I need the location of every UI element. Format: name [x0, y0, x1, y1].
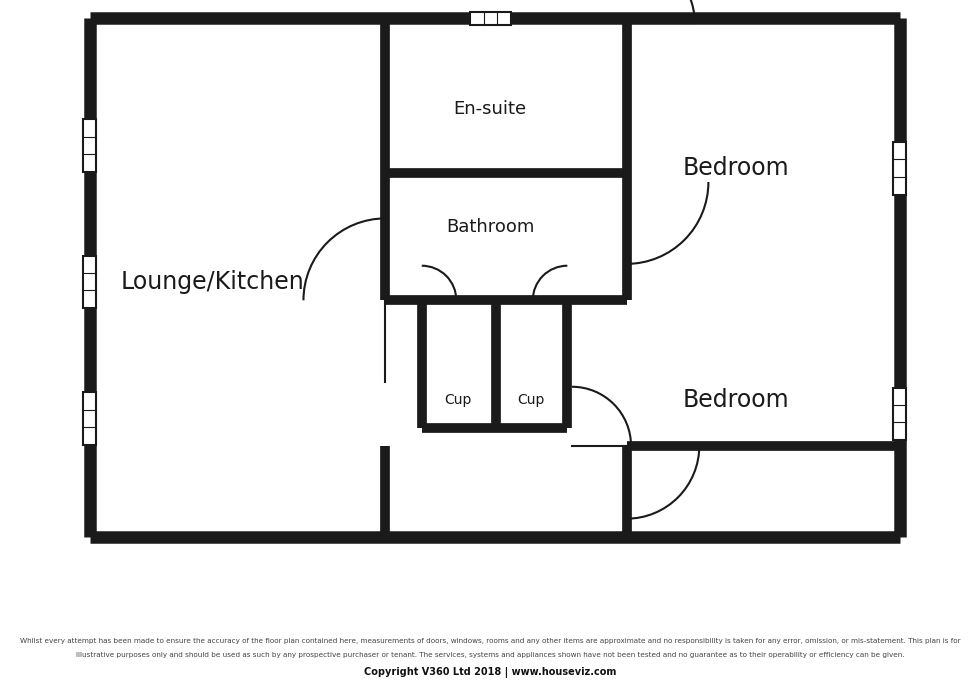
Bar — [83, 256, 96, 308]
Text: Bedroom: Bedroom — [682, 157, 789, 180]
Text: Cup: Cup — [445, 394, 471, 407]
Text: Cup: Cup — [517, 394, 545, 407]
Bar — [83, 392, 96, 445]
Bar — [893, 387, 906, 441]
Bar — [470, 12, 511, 24]
Text: Whilst every attempt has been made to ensure the accuracy of the floor plan cont: Whilst every attempt has been made to en… — [20, 638, 960, 644]
Bar — [893, 142, 906, 195]
Bar — [83, 119, 96, 172]
Text: En-suite: En-suite — [454, 100, 526, 119]
Text: Lounge/Kitchen: Lounge/Kitchen — [121, 270, 305, 294]
Text: illustrative purposes only and should be used as such by any prospective purchas: illustrative purposes only and should be… — [75, 652, 905, 658]
Text: Bathroom: Bathroom — [446, 218, 534, 236]
Text: Bedroom: Bedroom — [682, 388, 789, 412]
Text: Copyright V360 Ltd 2018 | www.houseviz.com: Copyright V360 Ltd 2018 | www.houseviz.c… — [364, 667, 616, 678]
